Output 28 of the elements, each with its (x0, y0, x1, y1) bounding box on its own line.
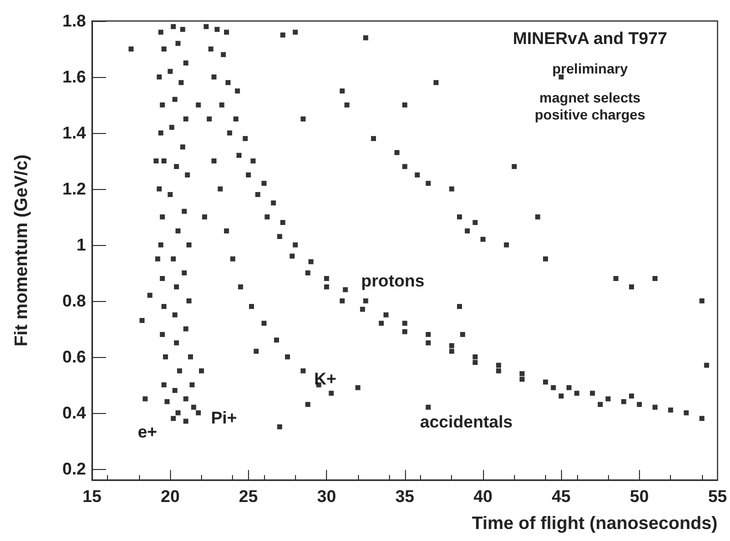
annotation: e+ (138, 422, 158, 442)
x-tick-label: 45 (552, 487, 571, 506)
y-tick-label: 0.4 (62, 403, 87, 422)
x-tick-label: 35 (395, 487, 414, 506)
y-axis-title: Fit momentum (GeV/c) (11, 154, 31, 347)
x-axis-title: Time of flight (nanoseconds) (472, 513, 718, 533)
y-tick-label: 0.6 (62, 347, 86, 366)
x-tick-label: 30 (317, 487, 336, 506)
annotation: accidentals (420, 412, 513, 432)
x-tick-label: 50 (630, 487, 649, 506)
y-tick-label: 0.8 (62, 291, 86, 310)
annotation: magnet selects positive charges (534, 90, 646, 122)
y-tick-label: 0.2 (62, 459, 86, 478)
x-tick-label: 15 (82, 487, 102, 506)
y-tick-label: 1 (76, 235, 86, 254)
annotation: protons (361, 271, 424, 290)
x-tick-label: 20 (160, 487, 180, 506)
annotation: preliminary (552, 60, 628, 76)
x-tick-label: 55 (708, 487, 728, 506)
annotation: Pi+ (210, 408, 237, 428)
x-tick-label: 40 (474, 487, 492, 506)
y-tick-label: 1.8 (62, 12, 86, 30)
y-tick-label: 1.6 (62, 67, 86, 86)
annotation: MINERvA and T977 (512, 29, 668, 48)
y-tick-label: 1.4 (62, 123, 87, 142)
x-tick-label: 25 (238, 487, 258, 506)
y-tick-label: 1.2 (62, 179, 86, 198)
annotation: K+ (314, 370, 336, 389)
